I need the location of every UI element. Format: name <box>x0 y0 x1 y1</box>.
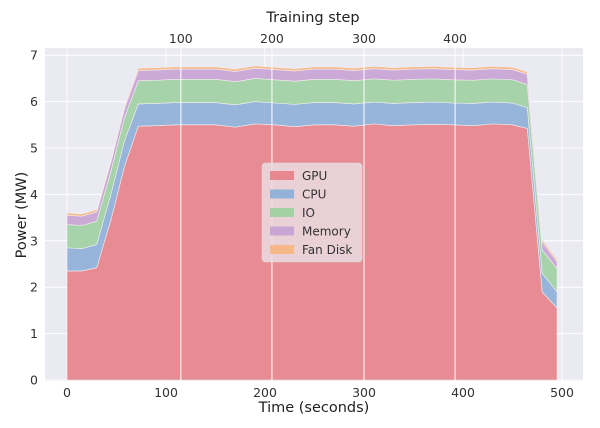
top-x-tick-label: 300 <box>352 31 376 46</box>
legend-label: GPU <box>302 169 327 183</box>
top-grid <box>180 48 456 381</box>
x-axis-label: Time (seconds) <box>258 400 370 416</box>
legend: GPU CPU IO Memory Fan Disk <box>261 162 363 263</box>
legend-swatch <box>270 208 294 217</box>
legend-box <box>261 162 363 263</box>
y-tick-label: 6 <box>30 94 38 109</box>
y-tick-label: 7 <box>30 48 38 63</box>
x-tick-label: 400 <box>451 385 475 400</box>
y-tick-label: 4 <box>30 187 38 202</box>
y-tick-label: 0 <box>30 373 38 388</box>
x-tick-label: 200 <box>253 385 277 400</box>
legend-swatch <box>270 171 294 180</box>
top-x-tick-label: 200 <box>260 31 284 46</box>
x-tick-label: 100 <box>154 385 178 400</box>
legend-swatch <box>270 245 294 254</box>
area-fan-disk <box>66 65 558 263</box>
top-x-tick-label: 100 <box>169 31 193 46</box>
ticks: 0 1 2 3 4 5 6 7 0 100 200 300 400 500 100 200 300 400 <box>30 31 574 400</box>
y-axis-label: Power (MW) <box>14 172 30 259</box>
x-tick-label: 0 <box>63 385 71 400</box>
y-tick-label: 1 <box>30 326 38 341</box>
y-tick-label: 3 <box>30 233 38 248</box>
legend-swatch <box>270 226 294 236</box>
legend-label: Memory <box>302 225 351 239</box>
x-tick-label: 300 <box>352 385 376 400</box>
top-x-tick-label: 400 <box>443 31 467 46</box>
legend-label: Fan Disk <box>302 243 352 257</box>
legend-label: CPU <box>302 188 326 202</box>
top-axis-label: Training step <box>265 10 359 26</box>
y-tick-label: 2 <box>30 280 38 295</box>
legend-swatch <box>270 189 294 199</box>
x-tick-label: 500 <box>550 385 574 400</box>
y-tick-label: 5 <box>30 141 38 156</box>
legend-label: IO <box>302 206 315 220</box>
